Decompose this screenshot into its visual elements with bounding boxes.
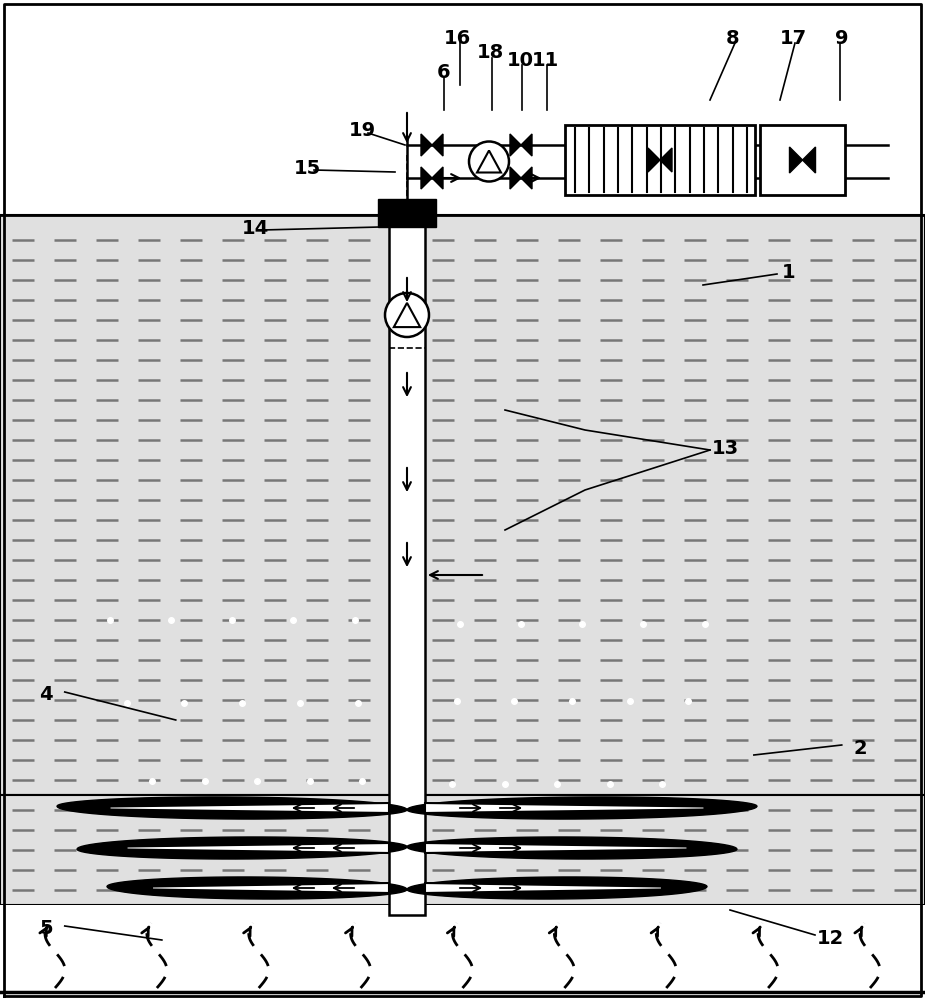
Polygon shape <box>127 843 389 853</box>
Polygon shape <box>425 843 687 853</box>
Polygon shape <box>77 837 407 859</box>
Text: 5: 5 <box>40 918 53 938</box>
Polygon shape <box>790 147 803 173</box>
Text: 8: 8 <box>726 29 740 48</box>
Polygon shape <box>660 148 672 172</box>
Circle shape <box>385 293 429 337</box>
Text: 4: 4 <box>40 686 53 704</box>
Polygon shape <box>521 167 532 189</box>
Text: 18: 18 <box>476 42 503 62</box>
Polygon shape <box>425 883 662 893</box>
Text: 2: 2 <box>854 738 867 758</box>
Polygon shape <box>803 147 816 173</box>
Polygon shape <box>425 803 705 813</box>
Polygon shape <box>510 134 521 156</box>
Text: 13: 13 <box>711 438 738 458</box>
Polygon shape <box>109 803 389 813</box>
Bar <box>565 125 755 195</box>
Polygon shape <box>510 167 521 189</box>
Bar <box>378 199 436 227</box>
Text: 10: 10 <box>507 50 534 70</box>
Polygon shape <box>421 134 432 156</box>
Polygon shape <box>648 148 660 172</box>
Text: 9: 9 <box>835 29 849 48</box>
Text: 6: 6 <box>438 63 450 82</box>
Bar <box>760 125 845 195</box>
Circle shape <box>469 141 509 181</box>
Polygon shape <box>407 797 757 819</box>
Text: 17: 17 <box>780 29 807 48</box>
Text: 11: 11 <box>531 50 559 70</box>
Polygon shape <box>57 797 407 819</box>
Text: 15: 15 <box>293 158 321 178</box>
Polygon shape <box>432 167 443 189</box>
Polygon shape <box>521 134 532 156</box>
Polygon shape <box>407 877 707 899</box>
Bar <box>0 215 925 795</box>
Text: 19: 19 <box>349 121 376 140</box>
Text: 1: 1 <box>783 262 796 282</box>
Polygon shape <box>107 877 407 899</box>
Bar <box>0 0 925 215</box>
Polygon shape <box>421 167 432 189</box>
Polygon shape <box>152 883 389 893</box>
Polygon shape <box>432 134 443 156</box>
Bar <box>389 215 425 915</box>
Text: 14: 14 <box>241 219 268 237</box>
Text: 12: 12 <box>817 928 844 948</box>
Polygon shape <box>407 837 737 859</box>
Bar <box>0 795 925 905</box>
Bar <box>0 905 925 1000</box>
Text: 16: 16 <box>443 29 471 48</box>
